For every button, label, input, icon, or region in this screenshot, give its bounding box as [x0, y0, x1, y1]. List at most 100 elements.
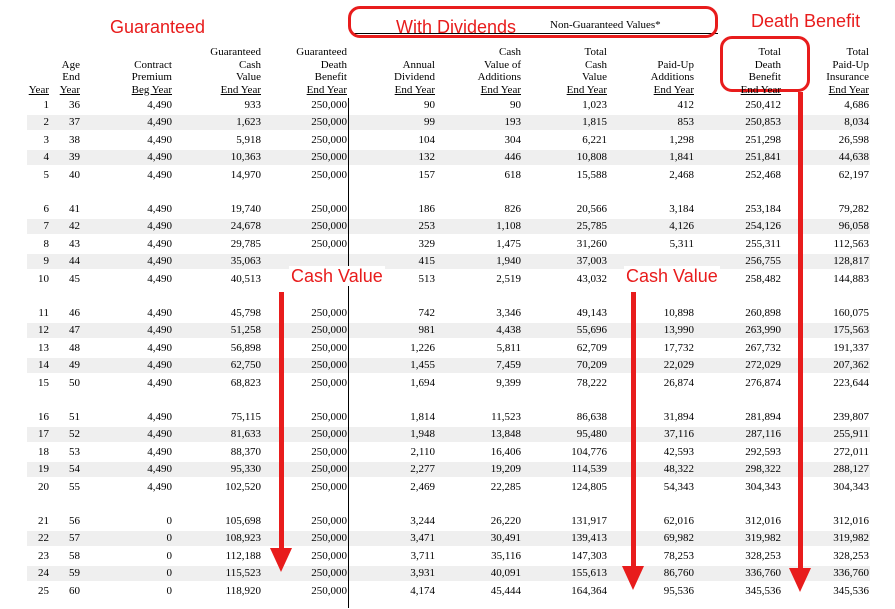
cell-year: 23 — [38, 549, 49, 562]
cell-tpui: 112,563 — [833, 237, 869, 250]
cell-div: 1,694 — [410, 376, 435, 389]
cell-premium: 4,490 — [147, 411, 172, 423]
cell-premium: 4,490 — [147, 133, 172, 146]
cell-age: 56 — [69, 515, 80, 527]
cell-pua: 4,126 — [669, 220, 694, 233]
header-tpui-line: End Year — [828, 83, 869, 96]
death-benefit-arrow-head — [789, 568, 811, 592]
cell-tcv: 10,808 — [576, 151, 607, 164]
with-dividends-annotation: With Dividends — [396, 17, 517, 37]
cell-cva: 1,940 — [496, 255, 521, 268]
row-shading — [27, 358, 870, 374]
header-premium: Contract Premium Beg Year — [132, 59, 172, 97]
cell-tpui: 336,760 — [833, 567, 869, 580]
cell-tpui: 26,598 — [838, 133, 869, 146]
header-gcv-line: Value — [235, 71, 261, 83]
cell-div: 1,455 — [410, 359, 435, 372]
cell-premium: 4,490 — [147, 220, 172, 233]
row-shading — [27, 115, 870, 131]
cell-pua: 37,116 — [664, 428, 694, 441]
non-guaranteed-rule — [352, 33, 718, 34]
cell-gdb: 250,000 — [311, 567, 347, 580]
header-tdb: Total Death Benefit End Year — [741, 46, 781, 96]
cell-tdb: 251,841 — [745, 151, 781, 164]
with-dividends-oval — [348, 6, 718, 38]
cell-pua: 853 — [677, 116, 695, 129]
cell-age: 60 — [69, 584, 80, 597]
cell-gcv: 29,785 — [230, 237, 261, 250]
cell-div: 90 — [424, 99, 435, 111]
header-tdb-line: Benefit — [748, 71, 781, 83]
cell-tcv: 164,364 — [571, 584, 607, 597]
cell-premium: 4,490 — [147, 237, 172, 250]
cell-age: 47 — [69, 324, 80, 337]
cell-gcv: 5,918 — [236, 133, 261, 146]
cell-tdb: 272,029 — [745, 359, 781, 372]
cell-tpui: 255,911 — [833, 428, 869, 441]
header-tpui-line: Paid-Up — [832, 58, 869, 71]
cell-gdb: 250,000 — [311, 428, 347, 441]
cell-gdb: 250,000 — [311, 307, 347, 319]
cell-tdb: 287,116 — [745, 428, 781, 441]
cell-cva: 13,848 — [490, 428, 521, 441]
row-shading — [27, 219, 870, 235]
cell-gcv: 88,370 — [230, 445, 261, 458]
cell-year: 22 — [38, 532, 49, 545]
cash-value-arrow-right-head — [622, 566, 644, 590]
cell-tdb: 251,298 — [745, 133, 781, 146]
cell-tpui: 8,034 — [844, 116, 869, 129]
cell-pua: 26,874 — [663, 376, 694, 389]
cell-cva: 193 — [504, 116, 522, 129]
cell-pua: 3,184 — [669, 203, 694, 215]
cell-tpui: 44,638 — [838, 151, 869, 164]
cell-gcv: 10,363 — [230, 151, 261, 164]
cell-tcv: 55,696 — [576, 324, 607, 337]
cell-tcv: 31,260 — [576, 237, 607, 250]
cell-premium: 0 — [166, 515, 173, 527]
cell-gcv: 45,798 — [230, 307, 261, 319]
cell-gcv: 35,063 — [230, 255, 261, 268]
cell-gcv: 108,923 — [225, 532, 261, 545]
cell-age: 48 — [69, 341, 80, 354]
header-premium-line: Beg Year — [131, 83, 172, 96]
cell-tpui: 207,362 — [833, 359, 869, 372]
cell-tcv: 1,815 — [582, 116, 607, 129]
row-shading — [27, 462, 870, 478]
cell-tcv: 37,003 — [576, 255, 607, 268]
cell-year: 10 — [38, 272, 49, 285]
cell-tcv: 139,413 — [571, 532, 607, 545]
cell-year: 16 — [38, 411, 49, 423]
header-tdb-line: Death — [754, 58, 781, 71]
cell-premium: 4,490 — [147, 324, 172, 337]
header-tdb-line: End Year — [740, 83, 781, 96]
header-div-line: Annual — [402, 58, 435, 71]
header-cva-line: Cash — [499, 46, 521, 58]
cell-cva: 19,209 — [490, 463, 521, 476]
cell-tpui: 160,075 — [833, 307, 869, 319]
header-tcv-line: Value — [581, 71, 607, 83]
cell-year: 19 — [38, 463, 49, 476]
header-gdb-line: Death — [320, 58, 347, 71]
cell-pua: 86,760 — [663, 567, 694, 580]
cell-age: 38 — [69, 133, 80, 146]
cell-year: 3 — [43, 133, 50, 146]
cell-premium: 4,490 — [147, 168, 172, 181]
cell-tdb: 260,898 — [745, 307, 781, 319]
cell-tpui: 328,253 — [833, 549, 869, 562]
header-tpui-line: Total — [846, 46, 869, 58]
cell-tdb: 258,482 — [745, 272, 781, 285]
death-benefit-arrow-shaft — [798, 92, 803, 570]
cell-pua: 10,898 — [663, 307, 694, 319]
cell-gdb: 250,000 — [311, 99, 347, 111]
cell-gcv: 102,520 — [225, 480, 261, 493]
cell-gdb: 250,000 — [311, 237, 347, 250]
cell-div: 742 — [418, 307, 436, 319]
cell-cva: 1,108 — [496, 220, 521, 233]
cell-tpui: 144,883 — [833, 272, 869, 285]
cell-year: 8 — [43, 237, 50, 250]
cell-premium: 0 — [166, 549, 173, 562]
cell-pua: 69,982 — [663, 532, 694, 545]
cell-tpui: 4,686 — [844, 99, 869, 111]
cell-tdb: 276,874 — [745, 376, 781, 389]
column-divider — [348, 98, 349, 608]
